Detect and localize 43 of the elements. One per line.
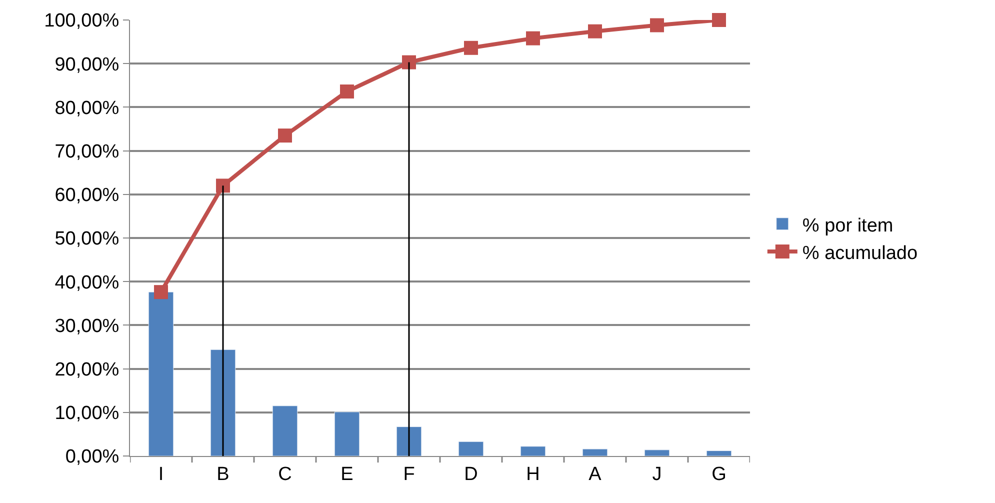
point — [278, 128, 292, 143]
point — [464, 40, 478, 55]
x-tick-label: G — [712, 464, 726, 485]
bar — [582, 448, 608, 456]
legend-label: % acumulado — [802, 242, 918, 264]
y-tick-label: 90,00% — [54, 54, 120, 76]
y-tick-label: 60,00% — [54, 185, 120, 206]
x-tick-label: D — [464, 464, 478, 485]
point — [216, 178, 230, 193]
x-tick-label: I — [158, 464, 164, 485]
x-tick-label: B — [216, 464, 230, 485]
y-tick-label: 0,00% — [65, 446, 120, 468]
bar — [272, 406, 298, 456]
bar — [148, 292, 174, 456]
point — [588, 24, 602, 38]
bar — [706, 450, 732, 456]
bar — [520, 446, 546, 456]
y-tick-label: 40,00% — [54, 272, 120, 294]
x-tick-label: C — [278, 464, 292, 485]
x-tick-label: H — [526, 464, 540, 485]
bar — [210, 349, 236, 456]
point — [526, 31, 540, 46]
bar — [334, 412, 360, 456]
y-tick-label: 70,00% — [54, 141, 120, 162]
point — [154, 285, 168, 300]
y-tick-label: 50,00% — [54, 228, 120, 250]
bar — [644, 450, 670, 456]
x-tick-label: E — [340, 464, 354, 485]
legend-label: % por item — [802, 215, 894, 236]
point — [650, 18, 664, 32]
y-tick-label: 10,00% — [54, 403, 120, 424]
x-tick-label: A — [588, 464, 602, 485]
point — [340, 84, 354, 98]
x-tick-label: J — [652, 464, 662, 485]
y-tick-label: 20,00% — [54, 359, 120, 380]
y-tick-label: 30,00% — [54, 316, 120, 337]
bar — [458, 441, 484, 456]
bar — [396, 426, 422, 456]
y-tick-label: 80,00% — [54, 98, 120, 119]
point — [712, 13, 726, 27]
y-tick-label: 100,00% — [44, 10, 120, 32]
x-tick-label: F — [403, 464, 415, 485]
point — [402, 55, 416, 70]
